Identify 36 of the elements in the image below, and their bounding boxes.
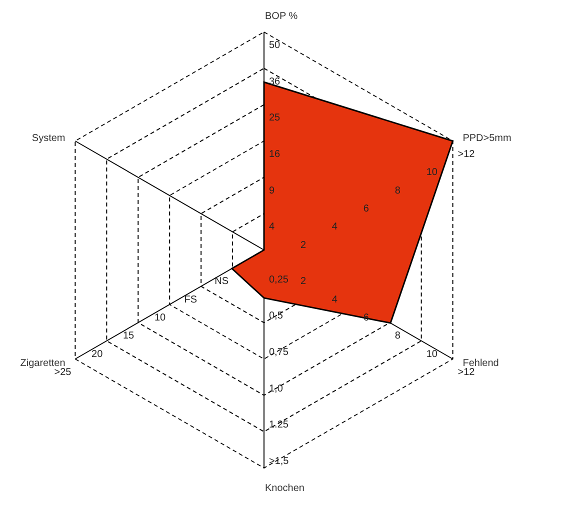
text: 10 <box>426 348 438 360</box>
spoke-label: PPD>5mm <box>462 133 512 144</box>
text: 9 <box>269 185 275 196</box>
text: 16 <box>269 149 281 160</box>
text: 4 <box>269 222 275 233</box>
text: 0,5 <box>269 310 284 322</box>
text: 0,75 <box>269 347 289 358</box>
text: 8 <box>394 330 401 342</box>
text: 6 <box>363 204 370 214</box>
text: 8 <box>394 185 401 196</box>
text: 1,0 <box>269 383 284 394</box>
spoke-label: Fehlend <box>462 358 499 369</box>
text: >25 <box>54 367 72 378</box>
spoke-label: System <box>32 133 66 144</box>
text: 50 <box>269 40 281 51</box>
text: 10 <box>426 167 438 178</box>
text: 10 <box>154 312 166 324</box>
text: 4 <box>332 222 338 233</box>
text: >1,5 <box>269 456 290 467</box>
spoke-label: Knochen <box>265 483 304 494</box>
text: 25 <box>269 112 281 124</box>
text: >12 <box>458 367 476 378</box>
text: 2 <box>300 276 306 288</box>
spoke-label: Zigaretten <box>20 358 66 369</box>
text: 6 <box>363 312 370 324</box>
text: 0,25 <box>269 274 289 286</box>
text: 15 <box>123 330 135 342</box>
text: 2 <box>300 240 306 251</box>
spoke-label: BOP % <box>265 11 298 22</box>
text: >12 <box>458 149 476 160</box>
text: 36 <box>269 76 281 88</box>
text: 20 <box>92 348 104 360</box>
text: NS <box>214 276 229 288</box>
text: FS <box>184 294 198 306</box>
text: 4 <box>332 294 338 306</box>
text: 1.25 <box>269 420 289 431</box>
